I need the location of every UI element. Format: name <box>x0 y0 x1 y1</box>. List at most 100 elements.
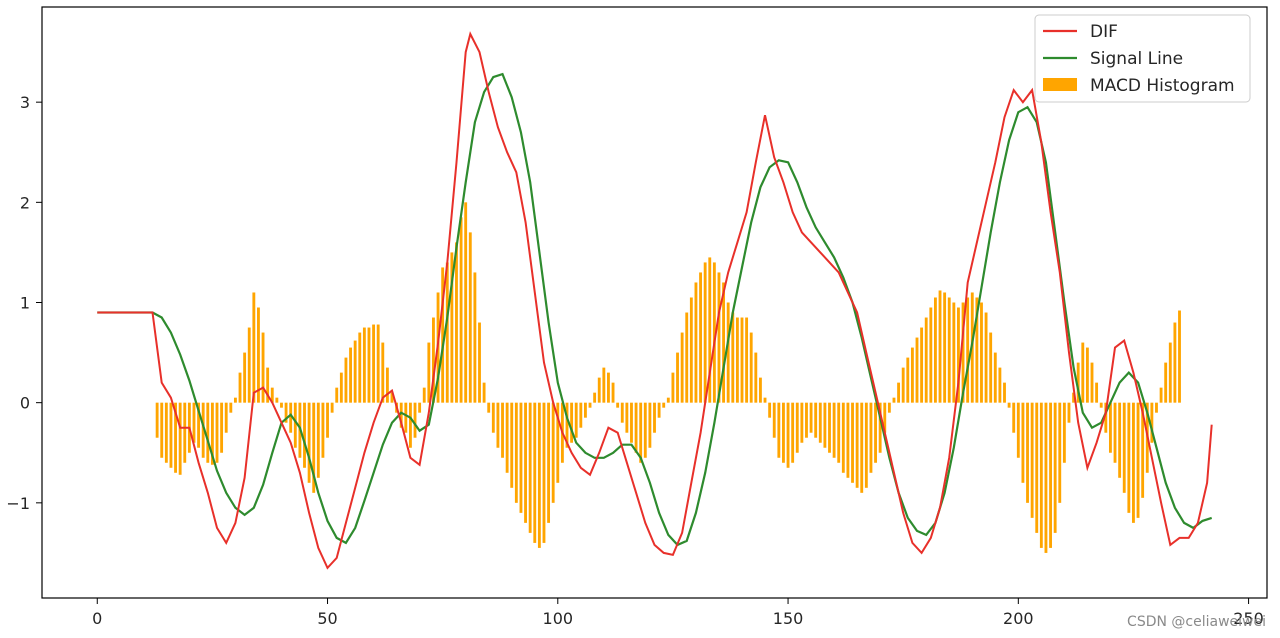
histogram-bar <box>791 402 795 463</box>
histogram-bar <box>579 402 583 428</box>
histogram-bar <box>183 402 187 463</box>
legend-swatch-histogram <box>1043 78 1077 91</box>
histogram-bar <box>275 397 279 403</box>
histogram-bar <box>528 402 532 533</box>
histogram-bar <box>496 402 500 448</box>
histogram-bar <box>224 402 228 433</box>
histogram-bar <box>722 282 726 403</box>
histogram-bar <box>874 402 877 463</box>
histogram-bar <box>445 262 449 403</box>
histogram-bar <box>639 402 643 463</box>
legend-label-histogram: MACD Histogram <box>1090 76 1235 96</box>
histogram-bar <box>468 232 472 403</box>
histogram-bar <box>335 387 339 403</box>
histogram-bar <box>768 402 772 418</box>
histogram-bar <box>266 367 270 403</box>
legend: DIF Signal Line MACD Histogram <box>1034 14 1251 103</box>
histogram-bar <box>901 367 905 403</box>
histogram-bar <box>482 382 486 403</box>
histogram-bar <box>1030 402 1034 518</box>
histogram-bar <box>777 402 781 458</box>
histogram-bar <box>980 302 983 403</box>
histogram-bar <box>1173 322 1177 403</box>
histogram-bar <box>551 402 555 503</box>
histogram-bar <box>758 377 762 403</box>
histogram-bar <box>1062 402 1066 463</box>
histogram-bar <box>910 347 914 403</box>
histogram-bar <box>215 402 219 463</box>
histogram-bar <box>293 402 297 448</box>
histogram-bar <box>1085 347 1089 403</box>
legend-label-dif: DIF <box>1090 22 1118 42</box>
histogram-bar <box>616 402 620 408</box>
histogram-bar <box>929 307 933 403</box>
histogram-bar <box>473 272 477 403</box>
histogram-bar <box>1108 402 1112 453</box>
histogram-bar <box>1076 362 1080 403</box>
histogram-bar <box>689 297 693 403</box>
histogram-bar <box>1155 402 1158 413</box>
histogram-bar <box>321 402 325 458</box>
histogram-bar <box>818 402 822 443</box>
histogram-bar <box>611 382 615 403</box>
histogram-bar <box>607 372 610 403</box>
histogram-bar <box>961 302 965 403</box>
histogram-bar <box>657 402 661 418</box>
histogram-bar <box>602 367 606 403</box>
histogram-bar <box>694 282 698 403</box>
histogram-bar <box>924 317 928 403</box>
histogram-bar <box>247 327 251 403</box>
histogram-bar <box>367 327 371 403</box>
axes: 0 50 100 150 200 250 −1 0 1 2 3 <box>6 93 1263 628</box>
histogram-bar <box>280 402 283 408</box>
histogram-bar <box>703 262 707 403</box>
histogram-bar <box>597 377 601 403</box>
histogram-bar <box>947 297 951 403</box>
histogram-bar <box>289 402 293 433</box>
histogram-bar <box>164 402 168 463</box>
histogram-bar <box>459 217 463 403</box>
histogram-bar <box>800 402 804 443</box>
histogram-bar <box>943 292 947 403</box>
histogram-bar <box>763 397 767 403</box>
histogram-bar <box>252 292 256 403</box>
histogram-bar <box>1053 402 1057 533</box>
x-tick-label: 100 <box>543 609 574 628</box>
histogram-bar <box>385 367 389 403</box>
histogram-bar <box>270 387 274 403</box>
histogram-bar <box>1122 402 1126 493</box>
histogram-bar <box>1072 392 1076 403</box>
histogram-bar <box>993 352 997 403</box>
histogram-bar <box>1127 402 1131 513</box>
histogram-bar <box>1021 402 1025 483</box>
histogram-bar <box>892 397 896 403</box>
histogram-bar <box>814 402 818 438</box>
histogram-bar <box>510 402 514 488</box>
histogram-bar <box>349 347 352 403</box>
histogram-bar <box>303 402 306 468</box>
y-tick-label: 1 <box>20 294 30 313</box>
histogram-bar <box>855 402 859 488</box>
histogram-bar <box>178 402 182 475</box>
histogram-bar <box>519 402 523 513</box>
histogram-bar <box>362 327 366 403</box>
y-tick-label: 0 <box>20 394 30 413</box>
histogram-bar <box>1132 402 1135 523</box>
histogram-bar <box>1067 402 1071 423</box>
histogram-bar <box>307 402 311 483</box>
histogram-bar <box>358 332 362 403</box>
histogram-bar <box>524 402 527 523</box>
histogram-bar <box>1026 402 1029 503</box>
histogram-bar <box>418 402 422 413</box>
histogram-bar <box>883 402 887 433</box>
histogram-bar <box>809 402 813 433</box>
histogram-bar <box>570 402 574 443</box>
histogram-bar <box>786 402 790 468</box>
histogram-bar <box>243 352 247 403</box>
histogram-bar <box>547 402 551 523</box>
histogram-bar <box>671 372 675 403</box>
histogram-bar <box>782 402 785 463</box>
histogram-bar <box>680 332 684 403</box>
histogram-bar <box>749 332 753 403</box>
histogram-bar <box>257 307 260 403</box>
